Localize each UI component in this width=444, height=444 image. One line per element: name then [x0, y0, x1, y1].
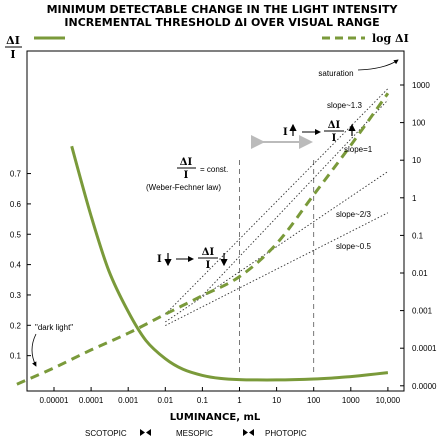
y-right-tick-label: 0.0001: [412, 344, 437, 353]
y-label-numerator: ΔI: [6, 34, 20, 47]
annotation-weber-fechner: ΔI I = const. (Weber-Fechner law): [146, 135, 313, 192]
weber-law-label: (Weber-Fechner law): [146, 183, 221, 192]
decrease-i-symbol: I: [157, 254, 162, 265]
annotation-increase: I ΔI I: [283, 120, 356, 144]
y-label-denominator: I: [10, 48, 15, 61]
region-divider-2-icon: [243, 429, 254, 436]
saturation-arrow: [357, 59, 399, 71]
slope-label-0-5: slope~0.5: [336, 242, 371, 251]
dark-light-arrow: [31, 333, 37, 367]
weber-fraction-numerator: ΔI: [180, 157, 193, 168]
slope-guide-line: [165, 212, 389, 326]
y-axis-left-label: ΔI I: [5, 34, 22, 61]
y-left-tick-label: 0.6: [10, 200, 22, 209]
y-left-tick-label: 0.4: [10, 261, 22, 270]
annotation-saturation: saturation: [318, 59, 399, 78]
y-axis-right: 1000 100 10 1 0.1 0.01 0.001 0.0001 0.0000: [400, 81, 437, 391]
slope-guide-line: [165, 171, 389, 323]
slope-label-1-3: slope~1.3: [327, 101, 362, 110]
weber-fraction-denominator: I: [184, 170, 189, 181]
increase-fraction-numerator: ΔI: [328, 120, 341, 131]
region-mesopic: MESOPIC: [176, 429, 213, 438]
x-tick-label: 10: [272, 396, 281, 405]
y-right-tick-label: 100: [412, 119, 426, 128]
region-scotopic: SCOTOPIC: [85, 429, 127, 438]
legend-label-log-delta-i: log ΔI: [372, 32, 409, 45]
decrease-fraction-denominator: I: [206, 260, 211, 271]
slope-label-1: slope=1: [344, 145, 373, 154]
y-left-tick-label: 0.2: [10, 321, 22, 330]
y-right-tick-label: 10: [412, 156, 421, 165]
decrease-fraction-numerator: ΔI: [202, 247, 215, 258]
vision-regions: SCOTOPIC MESOPIC PHOTOPIC: [85, 429, 307, 438]
y-right-tick-label: 1: [412, 194, 417, 203]
plot-area: [26, 50, 405, 392]
series-delta-i-over-i: [70, 145, 389, 382]
series-log-delta-i: [16, 92, 390, 386]
x-tick-label: 100: [307, 396, 321, 405]
x-tick-label: 0.1: [197, 396, 209, 405]
region-divider-1-icon: [140, 429, 151, 436]
region-photopic: PHOTOPIC: [265, 429, 307, 438]
x-tick-label: 0.01: [158, 396, 174, 405]
legend: log ΔI: [34, 32, 409, 45]
x-axis: 0.00001 0.0001 0.001 0.01 0.1 1 10 100 1000 10,00…: [40, 387, 401, 405]
chart-subtitle: INCREMENTAL THRESHOLD ΔI OVER VISUAL RAN…: [64, 16, 379, 29]
y-axis-left: 0.1 0.2 0.3 0.4 0.5 0.6 0.7: [10, 170, 31, 361]
chart-title: MINIMUM DETECTABLE CHANGE IN THE LIGHT I…: [47, 3, 399, 16]
weber-const-label: = const.: [200, 165, 228, 174]
increase-fraction-denominator: I: [332, 133, 337, 144]
x-tick-label: 0.001: [118, 396, 139, 405]
y-left-tick-label: 0.5: [10, 230, 22, 239]
y-right-tick-label: 0.1: [412, 231, 424, 240]
annotation-decrease: I ΔI I: [157, 247, 228, 271]
slope-label-2-3: slope~2/3: [336, 210, 371, 219]
annotation-dark-light: "dark light": [31, 323, 73, 367]
range-boundaries: [239, 160, 315, 372]
y-left-tick-label: 0.3: [10, 291, 22, 300]
dark-light-label: "dark light": [35, 323, 73, 332]
y-right-tick-label: 1000: [412, 81, 430, 90]
slope-guides: [164, 88, 389, 326]
y-left-tick-label: 0.1: [10, 352, 22, 361]
slope-guide-line: [164, 88, 389, 315]
increase-i-symbol: I: [283, 127, 288, 138]
slope-guide-line: [202, 99, 389, 296]
x-tick-label: 1000: [342, 396, 360, 405]
y-right-tick-label: 0.0000: [412, 382, 437, 391]
x-tick-label: 1: [237, 396, 242, 405]
x-tick-label: 0.0001: [79, 396, 104, 405]
y-right-tick-label: 0.001: [412, 307, 433, 316]
saturation-label: saturation: [318, 69, 353, 78]
y-right-tick-label: 0.01: [412, 269, 428, 278]
x-tick-label: 10,000: [376, 396, 401, 405]
x-tick-label: 0.00001: [40, 396, 69, 405]
x-axis-label: LUMINANCE, mL: [170, 412, 261, 423]
y-left-tick-label: 0.7: [10, 170, 22, 179]
